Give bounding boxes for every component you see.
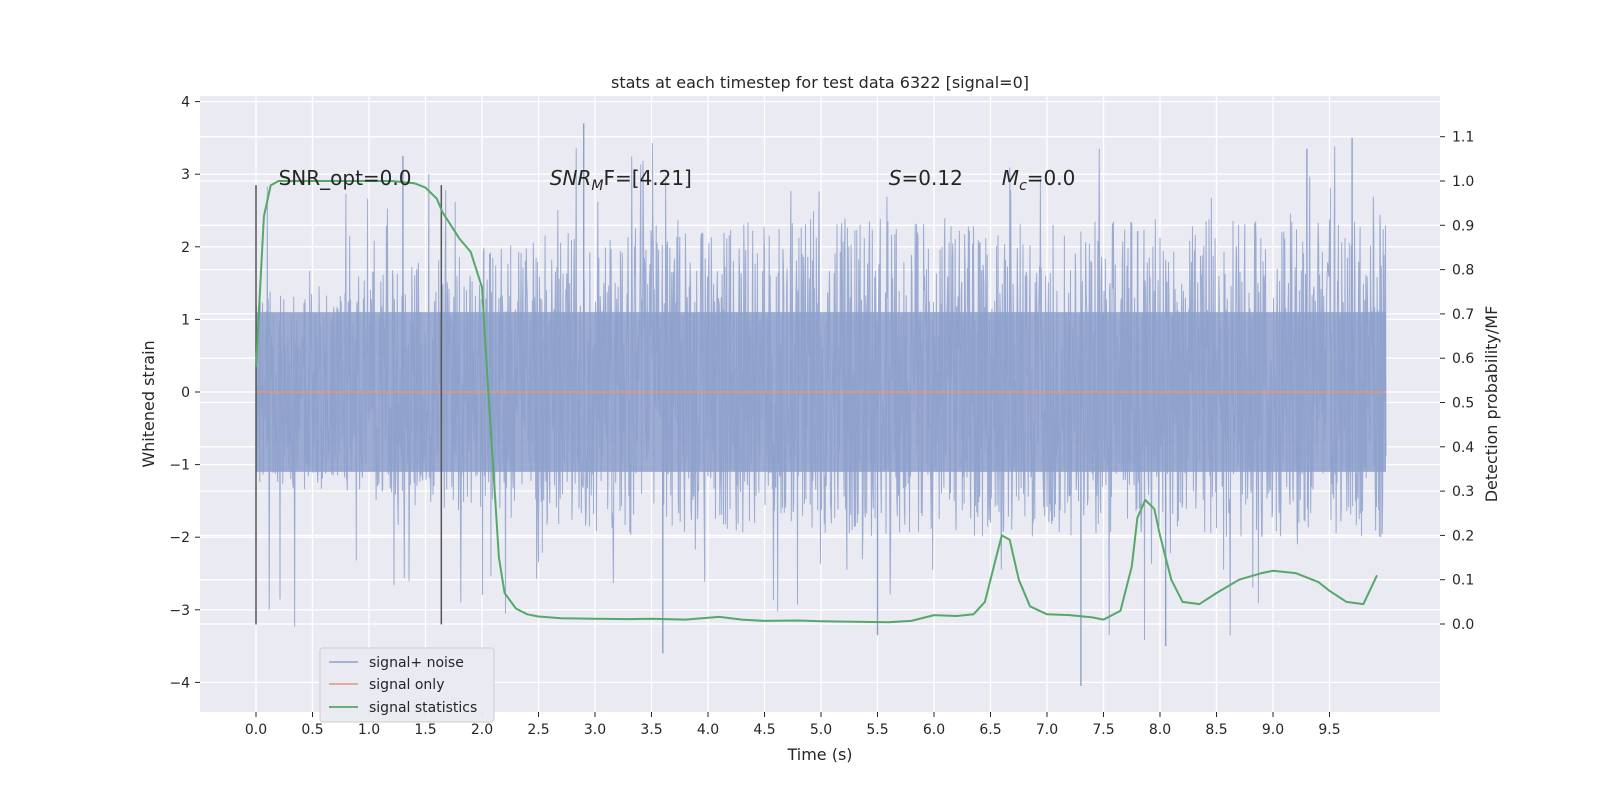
x-tick-label: 6.0	[923, 722, 945, 738]
x-tick-label: 9.5	[1318, 722, 1340, 738]
x-tick-label: 4.5	[753, 722, 775, 738]
y-right-tick-label: 1.1	[1452, 130, 1474, 146]
y-axis-right: 0.0 0.1 0.2 0.3 0.4 0.5 0.6 0.7 0.8 0.9 1.0 1.1	[1440, 130, 1474, 633]
legend-label-signal-only: signal only	[369, 677, 444, 693]
x-tick-label: 4.0	[697, 722, 719, 738]
y-right-tick-label: 0.6	[1452, 351, 1474, 367]
legend-label-signal-statistics: signal statistics	[369, 700, 477, 716]
signal-statistics-line	[255, 180, 1378, 624]
y-right-tick-label: 0.2	[1452, 528, 1474, 544]
x-axis-label: Time (s)	[786, 745, 852, 764]
y-left-tick-label: −4	[169, 675, 190, 691]
x-tick-label: 2.5	[527, 722, 549, 738]
y-axis-left: −4 −3 −2 −1 0 1 2 3 4	[169, 95, 200, 691]
y-right-tick-label: 0.5	[1452, 396, 1474, 412]
x-tick-label: 5.0	[810, 722, 832, 738]
x-tick-label: 3.5	[640, 722, 662, 738]
vertical-lines	[255, 185, 443, 625]
y-right-tick-label: 1.0	[1452, 174, 1474, 190]
annotation-1: SNRMF=[4.21]	[550, 166, 692, 194]
y-right-tick-label: 0.1	[1452, 573, 1474, 589]
x-tick-label: 6.5	[979, 722, 1001, 738]
x-tick-label: 1.0	[358, 722, 380, 738]
y-left-tick-label: 3	[181, 167, 190, 183]
x-tick-label: 0.0	[245, 722, 267, 738]
series-signal-statistics	[255, 180, 1378, 624]
x-tick-label: 9.0	[1262, 722, 1284, 738]
y-axis-left-label: Whitened strain	[139, 340, 158, 467]
chart-title: stats at each timestep for test data 632…	[611, 73, 1029, 92]
y-left-tick-label: −3	[169, 603, 190, 619]
annotation-3: Mc=0.0	[1002, 166, 1076, 194]
x-tick-label: 1.5	[414, 722, 436, 738]
y-left-tick-label: 4	[181, 95, 190, 111]
y-right-tick-label: 0.3	[1452, 484, 1474, 500]
x-tick-label: 8.5	[1205, 722, 1227, 738]
y-left-tick-label: 0	[181, 385, 190, 401]
y-left-tick-label: 1	[181, 312, 190, 328]
x-axis: 0.0 0.5 1.0 1.5 2.0 2.5 3.0 3.5 4.0 4.5 5.0 5.5 6.0 6…	[245, 712, 1341, 738]
x-tick-label: 3.0	[584, 722, 606, 738]
x-tick-label: 8.0	[1149, 722, 1171, 738]
legend-box	[319, 647, 495, 723]
y-left-tick-label: −2	[169, 530, 190, 546]
y-left-tick-label: −1	[169, 458, 190, 474]
y-left-tick-label: 2	[181, 240, 190, 256]
legend: signal+ noise signal only signal statist…	[319, 647, 495, 723]
x-tick-label: 0.5	[301, 722, 323, 738]
legend-label-signal-noise: signal+ noise	[369, 655, 464, 671]
y-right-tick-label: 0.7	[1452, 307, 1474, 323]
annotation-2: S=0.12	[889, 166, 963, 190]
y-right-tick-label: 0.9	[1452, 218, 1474, 234]
annotations: SNR_opt=0.0 SNRMF=[4.21] S=0.12 Mc=0.0	[279, 166, 1076, 194]
y-right-tick-label: 0.4	[1452, 440, 1474, 456]
x-tick-label: 5.5	[866, 722, 888, 738]
x-tick-label: 7.0	[1036, 722, 1058, 738]
y-right-tick-label: 0.8	[1452, 263, 1474, 279]
x-tick-label: 7.5	[1092, 722, 1114, 738]
annotation-0: SNR_opt=0.0	[279, 166, 412, 190]
y-axis-right-label: Detection probability/MF	[1482, 306, 1501, 503]
y-right-tick-label: 0.0	[1452, 617, 1474, 633]
x-tick-label: 2.0	[471, 722, 493, 738]
